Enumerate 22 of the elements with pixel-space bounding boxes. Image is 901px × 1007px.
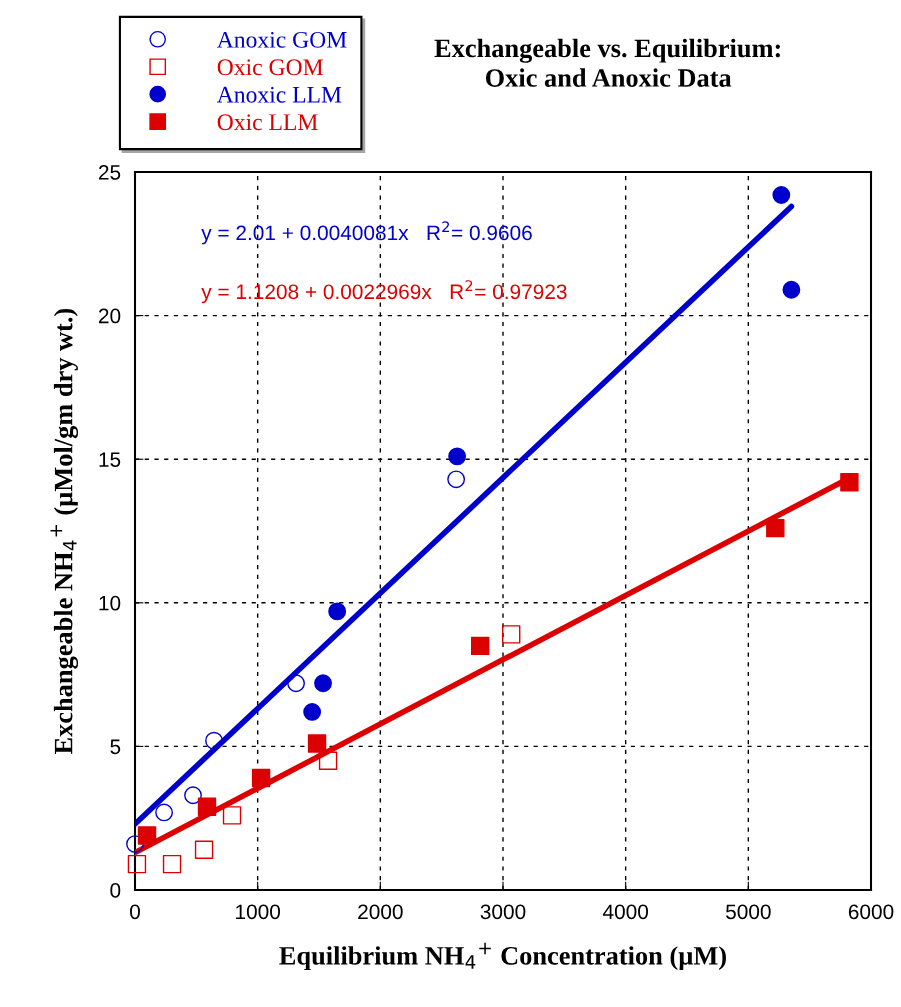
legend-label: Anoxic LLM [216, 86, 342, 103]
x-tick-label: 3000 [480, 904, 526, 920]
x-tick-label: 6000 [848, 904, 894, 920]
y-tick-label: 15 [99, 452, 121, 467]
x-tick-label: 4000 [602, 904, 649, 920]
legend-label: Anoxic GOM [216, 31, 347, 48]
x-tick-label: 2000 [358, 904, 403, 920]
x-tick-label: 1000 [236, 904, 281, 920]
y-tick-label: 20 [98, 308, 121, 324]
y-tick-label: 0 [110, 883, 121, 898]
y-tick-label: 25 [98, 165, 121, 180]
y-tick-label: 5 [110, 739, 121, 755]
y-tick-label: 10 [99, 595, 121, 611]
x-tick-label: 5000 [726, 904, 771, 920]
chart-title: Exchangeable vs. Equilibrium: Oxic and Anoxic Data [434, 38, 780, 87]
annotation: y = 2.01 + 0.0040081x R$^{2}$= 0.9606 [201, 221, 532, 245]
x-tick-label: 0 [130, 904, 140, 920]
legend-label: Oxic GOM [217, 59, 323, 76]
annotation: y = 1.1208 + 0.0022969x R$^{2}$= 0.97923 [201, 280, 567, 304]
legend-label: Oxic LLM [217, 114, 318, 131]
x-axis-title: Equilibrium NH$_{4}$$^{+}$ Concentration (µM) [279, 942, 726, 971]
y-axis-title: Exchangeable NH$_{4}$$^{+}$ (µMol/gm dry wt.) [50, 308, 79, 755]
